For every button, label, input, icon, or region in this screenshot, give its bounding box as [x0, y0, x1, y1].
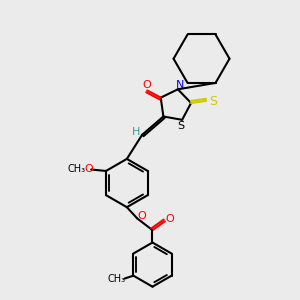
Text: CH₃: CH₃ — [107, 274, 125, 284]
Text: S: S — [177, 121, 184, 131]
Text: N: N — [176, 80, 184, 90]
Text: CH₃: CH₃ — [68, 164, 85, 174]
Text: O: O — [142, 80, 151, 90]
Text: O: O — [138, 211, 147, 221]
Text: S: S — [209, 95, 217, 108]
Text: O: O — [166, 214, 175, 224]
Text: O: O — [84, 164, 93, 174]
Text: H: H — [131, 128, 140, 137]
